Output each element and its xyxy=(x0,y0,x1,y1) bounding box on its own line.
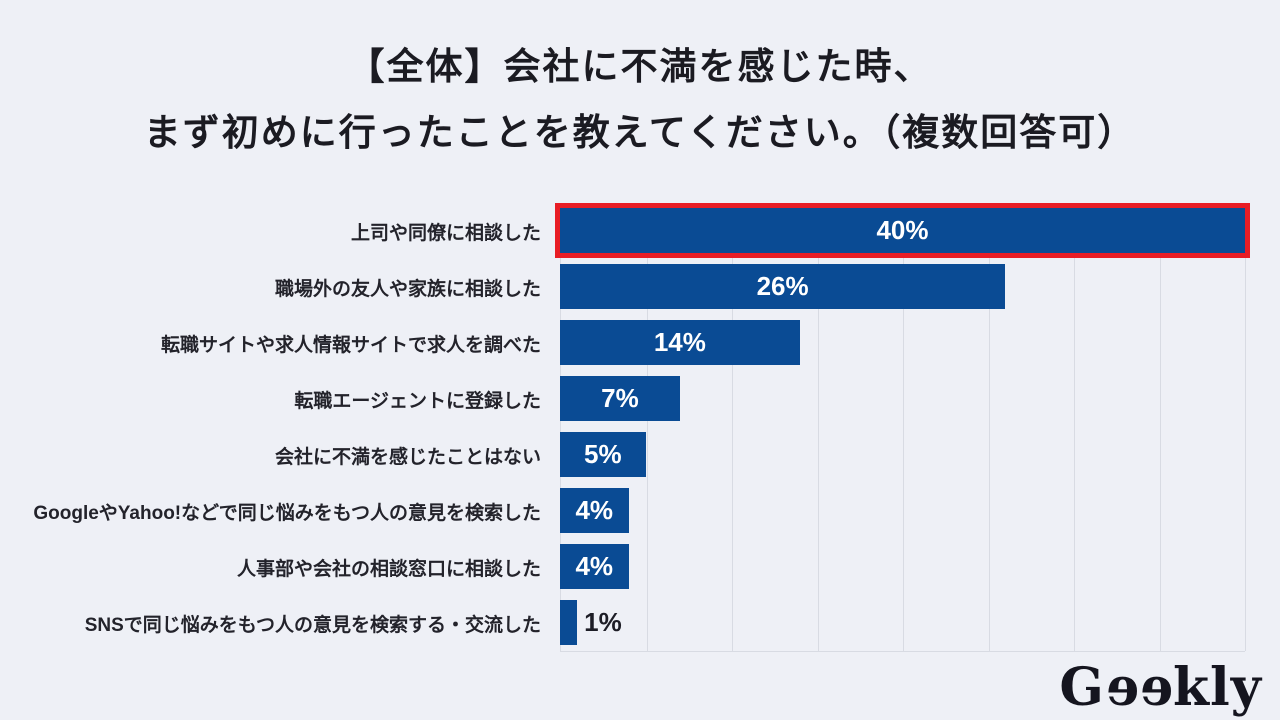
value-label: 4% xyxy=(575,551,614,581)
bar: 4% xyxy=(560,488,629,533)
value-label: 7% xyxy=(601,383,639,413)
bar-track: 1% xyxy=(560,595,1245,651)
chart-row: 転職サイトや求人情報サイトで求人を調べた 14% xyxy=(0,315,1245,371)
category-label: 会社に不満を感じたことはない xyxy=(274,446,541,468)
bar: 40% xyxy=(560,208,1245,253)
bar: 4% xyxy=(560,544,629,589)
plot-area xyxy=(560,203,1246,652)
bar-track: 5% xyxy=(560,427,1245,483)
bar-track: 26% xyxy=(560,259,1245,315)
reversed-e-glyph: e xyxy=(1138,657,1173,718)
chart-row: 会社に不満を感じたことはない 5% xyxy=(0,427,1245,483)
bar-track: 4% xyxy=(560,539,1245,595)
gridline xyxy=(817,203,819,651)
category-label: 人事部や会社の相談窓口に相談した xyxy=(236,558,541,580)
chart-title-line1: 【全体】会社に不満を感じた時、 xyxy=(347,46,933,87)
chart-row: 転職エージェントに登録した 7% xyxy=(0,371,1245,427)
chart-row: 職場外の友人や家族に相談した 26% xyxy=(0,259,1245,315)
gridline xyxy=(1159,203,1161,651)
chart-row: 上司や同僚に相談した 40% xyxy=(0,203,1245,259)
gridline xyxy=(732,203,733,651)
value-label: 14% xyxy=(653,327,706,357)
bar: 26% xyxy=(560,264,1006,309)
chart-title: 【全体】会社に不満を感じた時、 まず初めに行ったことを教えてください。（複数回答… xyxy=(0,34,1280,166)
value-label: 26% xyxy=(756,271,809,301)
bar: 7% xyxy=(560,376,680,421)
category-label: 上司や同僚に相談した xyxy=(350,222,541,244)
category-label: 転職エージェントに登録した xyxy=(294,390,541,412)
gridline xyxy=(1245,203,1246,651)
chart-rows: 上司や同僚に相談した 40% 職場外の友人や家族に相談した 26% 転職サイトや… xyxy=(0,203,1245,651)
category-label: GoogleやYahoo!などで同じ悩みをもつ人の意見を検索した xyxy=(33,502,541,524)
chart-row: SNSで同じ悩みをもつ人の意見を検索する・交流した 1% xyxy=(0,595,1245,651)
chart-row: GoogleやYahoo!などで同じ悩みをもつ人の意見を検索した 4% xyxy=(0,483,1245,539)
bar-track: 7% xyxy=(560,371,1245,427)
bar: 5% xyxy=(560,432,646,477)
value-label: 4% xyxy=(575,495,614,525)
gridline xyxy=(1074,203,1075,651)
gridline xyxy=(646,203,648,651)
geekly-logo: Geekly xyxy=(1059,657,1262,718)
bar-track: 4% xyxy=(560,483,1245,539)
value-label: 1% xyxy=(584,607,622,637)
chart-row: 人事部や会社の相談窓口に相談した 4% xyxy=(0,539,1245,595)
gridline xyxy=(988,203,990,651)
value-label: 40% xyxy=(876,215,929,245)
bar: 1% xyxy=(560,600,622,645)
value-label: 5% xyxy=(584,439,622,469)
reversed-e-glyph: e xyxy=(1104,657,1139,718)
bar-chart: 上司や同僚に相談した 40% 職場外の友人や家族に相談した 26% 転職サイトや… xyxy=(0,203,1246,653)
bar-track: 40% xyxy=(560,203,1245,259)
chart-title-line2: まず初めに行ったことを教えてください。（複数回答可） xyxy=(143,112,1137,153)
category-label: SNSで同じ悩みをもつ人の意見を検索する・交流した xyxy=(84,614,541,636)
category-label: 転職サイトや求人情報サイトで求人を調べた xyxy=(160,334,541,356)
bar-track: 14% xyxy=(560,315,1245,371)
gridline xyxy=(903,203,904,651)
category-label: 職場外の友人や家族に相談した xyxy=(274,278,541,300)
bar: 14% xyxy=(560,320,800,365)
